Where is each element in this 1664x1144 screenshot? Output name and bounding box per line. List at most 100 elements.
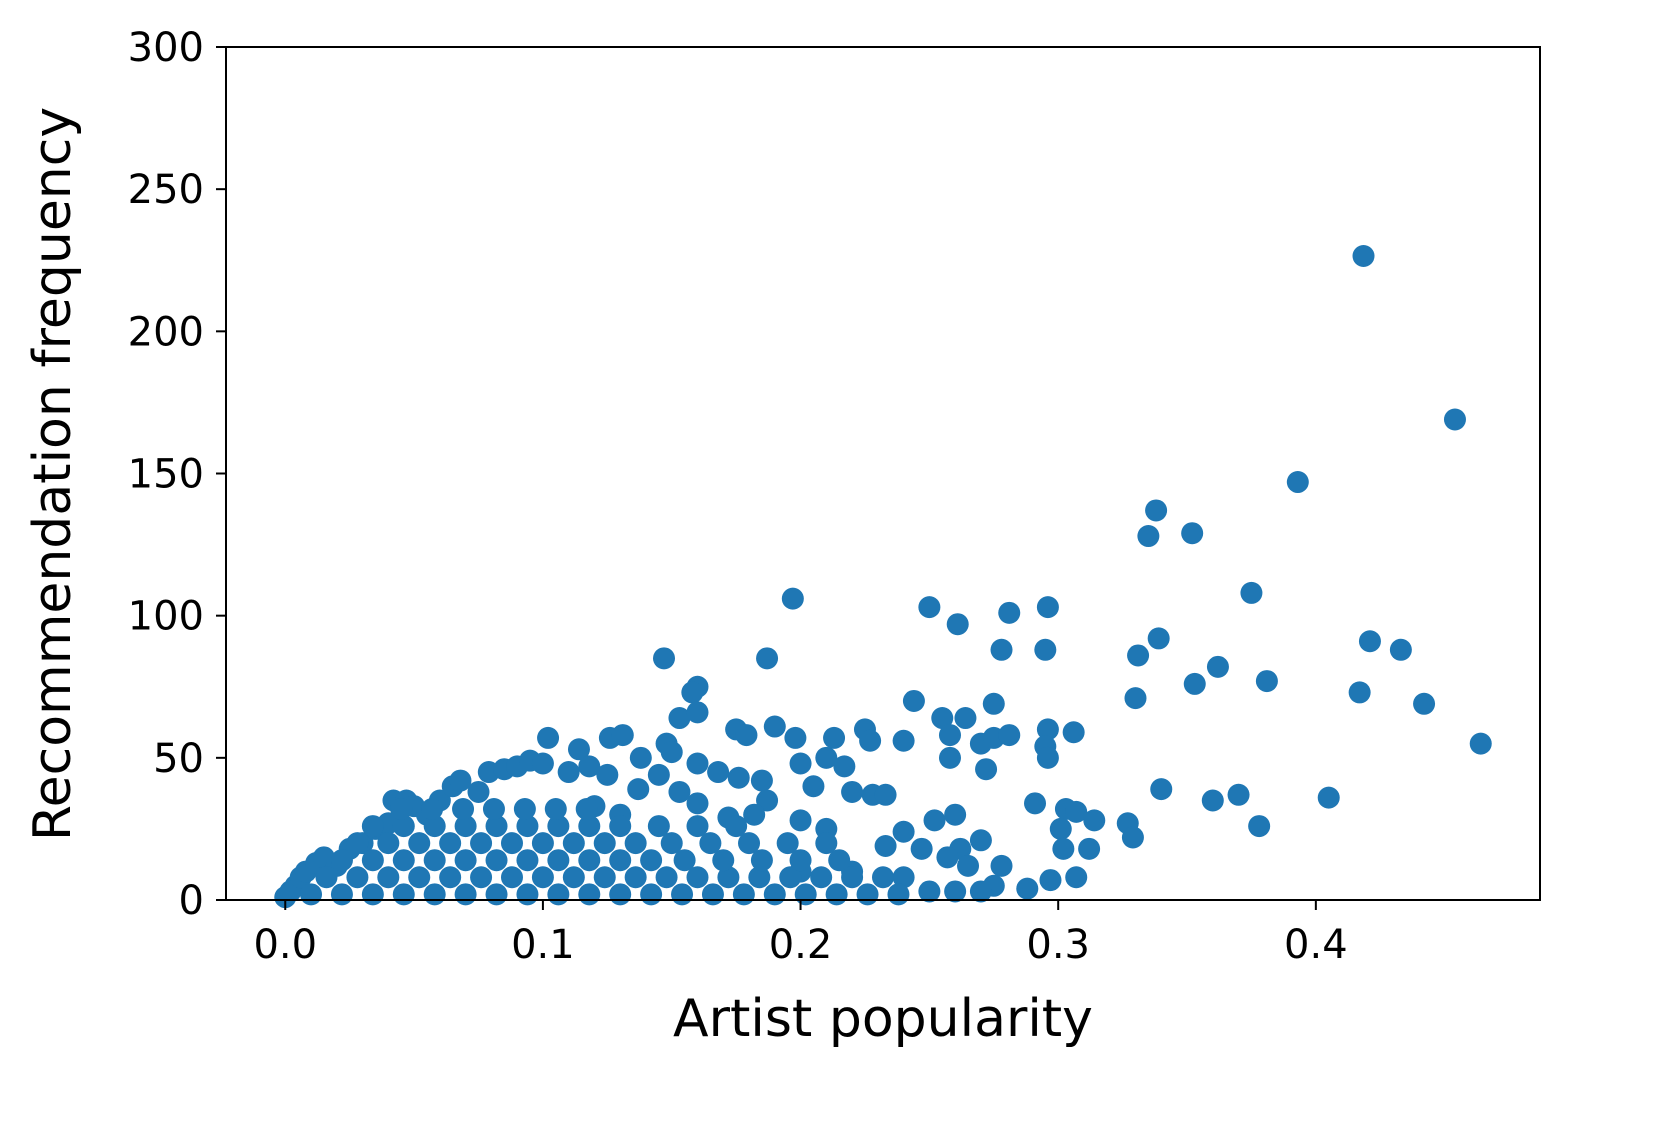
data-point [562, 866, 585, 889]
data-point [810, 866, 833, 889]
data-point [482, 798, 505, 821]
y-tick-label: 50 [153, 736, 204, 782]
data-point [910, 837, 933, 860]
data-point [789, 752, 812, 775]
data-point [918, 880, 941, 903]
y-axis: 0 50 100 150 200 250 300 [128, 25, 226, 924]
data-point [1413, 692, 1436, 715]
data-point [1443, 408, 1466, 431]
data-point [990, 638, 1013, 661]
data-point [841, 780, 864, 803]
data-point [750, 849, 773, 872]
data-point [485, 849, 508, 872]
data-point [1036, 746, 1059, 769]
data-point [789, 809, 812, 832]
data-point [931, 707, 954, 730]
y-tick-label: 150 [128, 452, 204, 498]
data-point [544, 798, 567, 821]
data-point [969, 880, 992, 903]
data-point [531, 752, 554, 775]
points-layer [274, 244, 1492, 909]
data-point [392, 815, 415, 838]
data-point [841, 866, 864, 889]
data-point [1036, 718, 1059, 741]
data-point [681, 681, 704, 704]
data-point [537, 726, 560, 749]
data-point [377, 866, 400, 889]
data-point [485, 815, 508, 838]
data-point [1083, 809, 1106, 832]
data-point [470, 866, 493, 889]
data-point [593, 832, 616, 855]
data-point [1358, 630, 1381, 653]
data-point [500, 832, 523, 855]
data-point [470, 832, 493, 855]
data-point [567, 738, 590, 761]
data-point [1317, 786, 1340, 809]
data-point [660, 741, 683, 764]
data-point [1286, 471, 1309, 494]
data-point [1255, 670, 1278, 693]
data-point [707, 761, 730, 784]
data-point [969, 829, 992, 852]
data-point [763, 715, 786, 738]
data-point [531, 866, 554, 889]
data-point [500, 866, 523, 889]
data-point [887, 883, 910, 906]
data-point [763, 883, 786, 906]
data-point [578, 755, 601, 778]
data-point [1248, 815, 1271, 838]
data-point [390, 798, 413, 821]
data-point [1201, 789, 1224, 812]
data-point [361, 883, 384, 906]
data-point [361, 815, 384, 838]
data-point [856, 883, 879, 906]
data-point [655, 866, 678, 889]
data-point [892, 820, 915, 843]
data-point [738, 832, 761, 855]
data-point [825, 883, 848, 906]
data-point [686, 792, 709, 815]
data-point [686, 701, 709, 724]
data-point [784, 726, 807, 749]
data-point [781, 587, 804, 610]
data-point [346, 866, 369, 889]
x-tick-label: 0.1 [511, 922, 575, 968]
data-point [1469, 732, 1492, 755]
data-point [1034, 638, 1057, 661]
data-point [1124, 687, 1147, 710]
data-point [776, 832, 799, 855]
data-point [485, 883, 508, 906]
data-point [1078, 837, 1101, 860]
data-point [671, 883, 694, 906]
data-point [1036, 596, 1059, 619]
data-point [732, 883, 755, 906]
data-point [874, 834, 897, 857]
data-point [547, 815, 570, 838]
data-point [902, 689, 925, 712]
data-point [454, 883, 477, 906]
data-point [1147, 627, 1170, 650]
data-point [699, 832, 722, 855]
data-point [1181, 522, 1204, 545]
data-point [1016, 877, 1039, 900]
data-point [640, 883, 663, 906]
data-point [1145, 499, 1168, 522]
data-point [609, 849, 632, 872]
data-point [918, 596, 941, 619]
data-point [439, 866, 462, 889]
data-point [647, 815, 670, 838]
data-point [872, 866, 894, 889]
data-point [946, 613, 969, 636]
data-point [794, 883, 817, 906]
data-point [330, 849, 353, 872]
data-point [516, 849, 539, 872]
data-point [361, 849, 384, 872]
data-point [408, 832, 431, 855]
data-point [998, 724, 1021, 747]
data-point [735, 724, 758, 747]
data-point [439, 832, 462, 855]
y-tick-label: 300 [128, 25, 204, 71]
data-point [1121, 826, 1144, 849]
data-point [1227, 783, 1250, 806]
